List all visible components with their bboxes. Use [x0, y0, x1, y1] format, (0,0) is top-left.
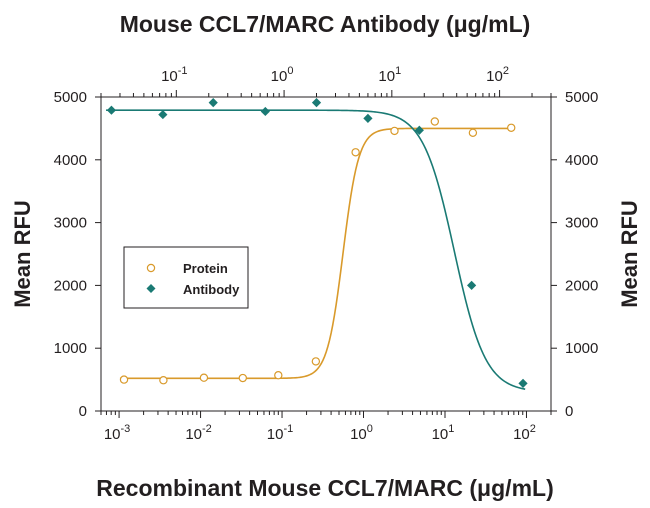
right-tick-label: 2000 [565, 277, 598, 294]
protein-data-point [507, 123, 516, 132]
top-tick-label: 102 [486, 65, 509, 85]
protein-data-point [119, 375, 129, 384]
protein-data-point [430, 117, 440, 126]
protein-data-point [390, 126, 399, 136]
top-axis-title: Mouse CCL7/MARC Antibody (μg/mL) [120, 11, 531, 37]
left-tick-label: 5000 [54, 89, 87, 106]
top-axis-ticks: 10-1 100 101 102 [100, 65, 552, 97]
bottom-tick-label: 10-1 [267, 423, 293, 443]
protein-data-point [311, 357, 321, 366]
protein-data-point [159, 376, 168, 385]
right-tick-label: 5000 [565, 89, 598, 106]
protein-data-point [238, 373, 248, 383]
right-axis-ticks: 0 1000 2000 3000 4000 5000 [551, 89, 598, 420]
protein-data-point [274, 371, 283, 380]
antibody-data-point [208, 98, 218, 108]
right-tick-label: 1000 [565, 340, 598, 357]
top-tick-label: 101 [378, 65, 401, 85]
data-points [106, 98, 528, 388]
antibody-data-point [414, 125, 424, 135]
antibody-fit-curve [106, 109, 526, 390]
antibody-data-point [363, 113, 373, 123]
protein-data-point [199, 373, 209, 382]
right-tick-label: 0 [565, 403, 573, 420]
legend-antibody-marker [146, 284, 156, 293]
protein-data-point [351, 148, 360, 157]
bottom-axis-title: Recombinant Mouse CCL7/MARC (μg/mL) [96, 475, 553, 501]
plot-frame [100, 96, 552, 412]
bottom-tick-label: 10-2 [185, 423, 211, 443]
antibody-data-point [467, 280, 477, 290]
left-tick-label: 1000 [54, 340, 87, 357]
left-tick-label: 2000 [54, 277, 87, 294]
antibody-data-point [158, 109, 168, 120]
legend: Protein Antibody [123, 246, 249, 309]
left-axis-ticks: 0 1000 2000 3000 4000 5000 [54, 89, 101, 420]
bottom-tick-label: 102 [513, 423, 536, 443]
right-tick-label: 3000 [565, 215, 598, 232]
top-tick-label: 100 [271, 65, 294, 85]
legend-box [123, 246, 249, 309]
antibody-data-point [106, 105, 117, 115]
right-axis-title: Mean RFU [617, 200, 642, 308]
bottom-tick-label: 101 [432, 423, 455, 443]
left-axis-title: Mean RFU [10, 200, 35, 308]
legend-protein-marker [146, 263, 156, 273]
legend-antibody-label: Antibody [183, 282, 240, 297]
top-tick-label: 10-1 [161, 65, 187, 85]
legend-protein-label: Protein [183, 261, 228, 276]
antibody-data-point [518, 378, 528, 388]
left-tick-label: 3000 [54, 215, 87, 232]
fit-curves [106, 109, 526, 390]
antibody-data-point [260, 106, 270, 117]
bottom-tick-label: 100 [350, 423, 373, 443]
protein-data-point [468, 128, 478, 137]
bottom-tick-label: 10-3 [104, 423, 130, 443]
left-tick-label: 0 [79, 403, 87, 420]
bottom-axis-ticks: 10-3 10-2 10-1 100 101 102 [100, 411, 552, 443]
protein-fit-curve [119, 127, 513, 380]
left-tick-label: 4000 [54, 152, 87, 169]
right-tick-label: 4000 [565, 152, 598, 169]
antibody-data-point [311, 98, 322, 108]
